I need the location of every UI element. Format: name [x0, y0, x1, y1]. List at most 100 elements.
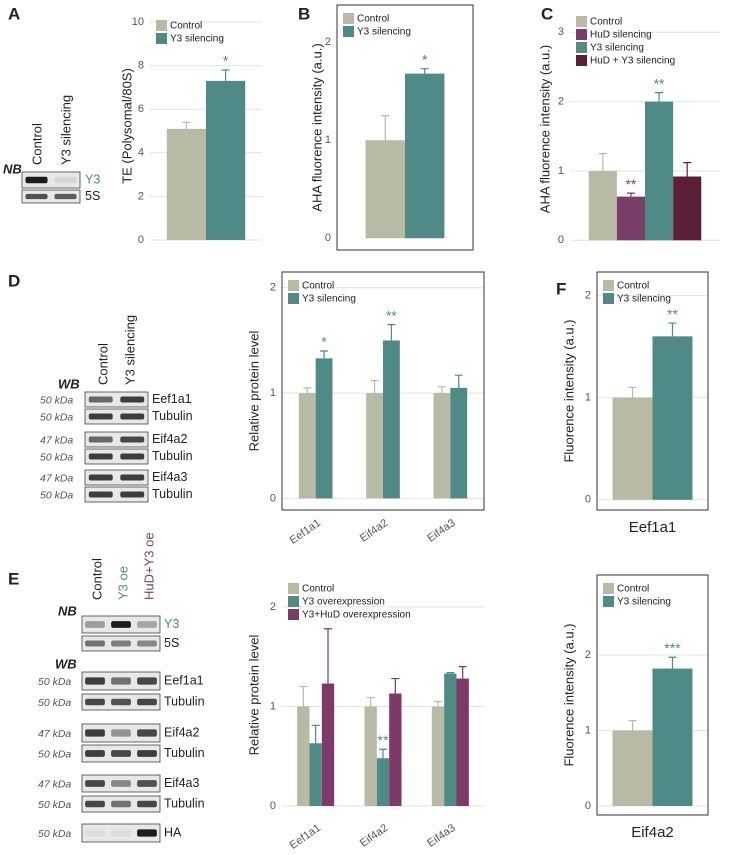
blot-method: NB — [3, 161, 22, 176]
y-tick-label: 0 — [270, 492, 276, 504]
blot-size: 50 kDa — [40, 411, 73, 423]
blot-size: 50 kDa — [38, 748, 71, 760]
blot-band — [137, 729, 157, 737]
error-bar — [598, 153, 607, 171]
bar — [433, 393, 451, 499]
error-bar — [655, 91, 664, 102]
blot-size: 50 kDa — [38, 676, 71, 688]
blot-band — [88, 453, 113, 460]
blot-row-label: Eif4a3 — [152, 470, 187, 484]
blot-band — [85, 829, 105, 837]
y-tick-label: 2 — [585, 649, 591, 661]
plot-frame — [281, 271, 485, 511]
bar — [166, 128, 206, 240]
y-tick-label: 0 — [270, 800, 276, 812]
blot-row-label: Tubulin — [152, 449, 193, 463]
bar — [405, 73, 445, 239]
y-tick-label: 1 — [325, 134, 331, 146]
bar — [297, 706, 310, 807]
legend-swatch — [343, 13, 354, 24]
blot-row-label: Eef1a1 — [152, 392, 192, 406]
blot-band — [137, 800, 157, 808]
error-bar — [324, 628, 333, 684]
bar — [450, 387, 468, 499]
legend-label: Control — [617, 281, 649, 292]
error-bar — [387, 324, 396, 341]
error-bar — [628, 720, 637, 731]
y-tick-label: 0 — [138, 234, 144, 246]
blot-band — [54, 193, 77, 200]
x-tick-label: Eif4a2 — [358, 822, 390, 850]
blot-size: 50 kDa — [38, 799, 71, 811]
error-bar — [221, 69, 230, 81]
y-axis-label: Relative protein level — [246, 635, 261, 756]
blot-band — [120, 474, 145, 481]
blot-size: 47 kDa — [40, 472, 73, 484]
blot-size: 47 kDa — [38, 778, 71, 790]
blot-band — [111, 698, 131, 706]
blot-strip — [81, 723, 161, 743]
x-tick-label: Eif4a3 — [425, 822, 457, 850]
blot-strip — [81, 823, 161, 843]
error-bar — [626, 192, 635, 197]
lane-label: Y3 silencing — [58, 95, 73, 165]
blot-band — [85, 640, 105, 647]
bar — [456, 678, 469, 807]
y-tick-label: 1 — [585, 392, 591, 404]
error-bar — [420, 68, 429, 74]
blot-band — [120, 491, 145, 498]
y-tick-label: 3 — [558, 26, 564, 38]
legend-swatch — [603, 280, 614, 291]
legend-swatch — [288, 609, 299, 620]
lane-label: Control — [29, 123, 44, 165]
blot-band — [137, 621, 157, 628]
legend-label: Y3 silencing — [617, 597, 671, 608]
legend-label: Control — [617, 584, 649, 595]
blot-band — [88, 491, 113, 498]
blot-band — [111, 677, 131, 685]
bar — [321, 683, 335, 807]
blot-row-label: Tubulin — [152, 409, 193, 423]
blot-band — [137, 829, 157, 837]
legend-swatch — [156, 33, 167, 44]
y-tick-label: 4 — [138, 147, 144, 159]
blot-strip — [84, 486, 149, 503]
blot-band — [85, 780, 105, 787]
blot-band — [111, 780, 131, 787]
blot-row-label: HA — [164, 825, 182, 839]
blot-row-label: Tubulin — [164, 746, 205, 760]
legend-swatch — [603, 596, 614, 607]
bar — [365, 140, 405, 239]
y-tick-label: 2 — [138, 190, 144, 202]
blot-row-label: Tubulin — [164, 796, 205, 810]
plot-frame — [596, 574, 709, 816]
y-tick-label: 10 — [132, 16, 144, 28]
blot-band — [88, 474, 113, 481]
legend-swatch — [288, 583, 299, 594]
y-tick-label: 1 — [270, 387, 276, 399]
legend-label: Control — [590, 17, 622, 28]
bar — [652, 336, 693, 500]
blot-size: 50 kDa — [40, 394, 73, 406]
x-tick-label: Eef1a1 — [288, 517, 323, 547]
y-tick-label: 2 — [270, 601, 276, 613]
significance-label: * — [422, 51, 428, 67]
y-tick-label: 6 — [138, 103, 144, 115]
blot-row-label: Y3 — [164, 617, 179, 631]
legend-swatch — [288, 280, 299, 291]
blot-band — [111, 829, 131, 837]
panel-label: A — [8, 4, 20, 23]
bar — [298, 393, 316, 499]
bar — [376, 758, 390, 807]
blot-band — [88, 413, 113, 420]
significance-label: ** — [667, 306, 678, 322]
blot-band — [120, 436, 145, 443]
legend-swatch — [576, 42, 587, 53]
panel-label: B — [298, 4, 310, 23]
legend-label: Y3 silencing — [357, 27, 411, 38]
significance-label: ** — [654, 75, 665, 91]
blot-method: WB — [58, 376, 80, 391]
blot-row-label: 5S — [85, 189, 100, 203]
y-tick-label: 2 — [558, 96, 564, 108]
bar — [444, 673, 457, 807]
